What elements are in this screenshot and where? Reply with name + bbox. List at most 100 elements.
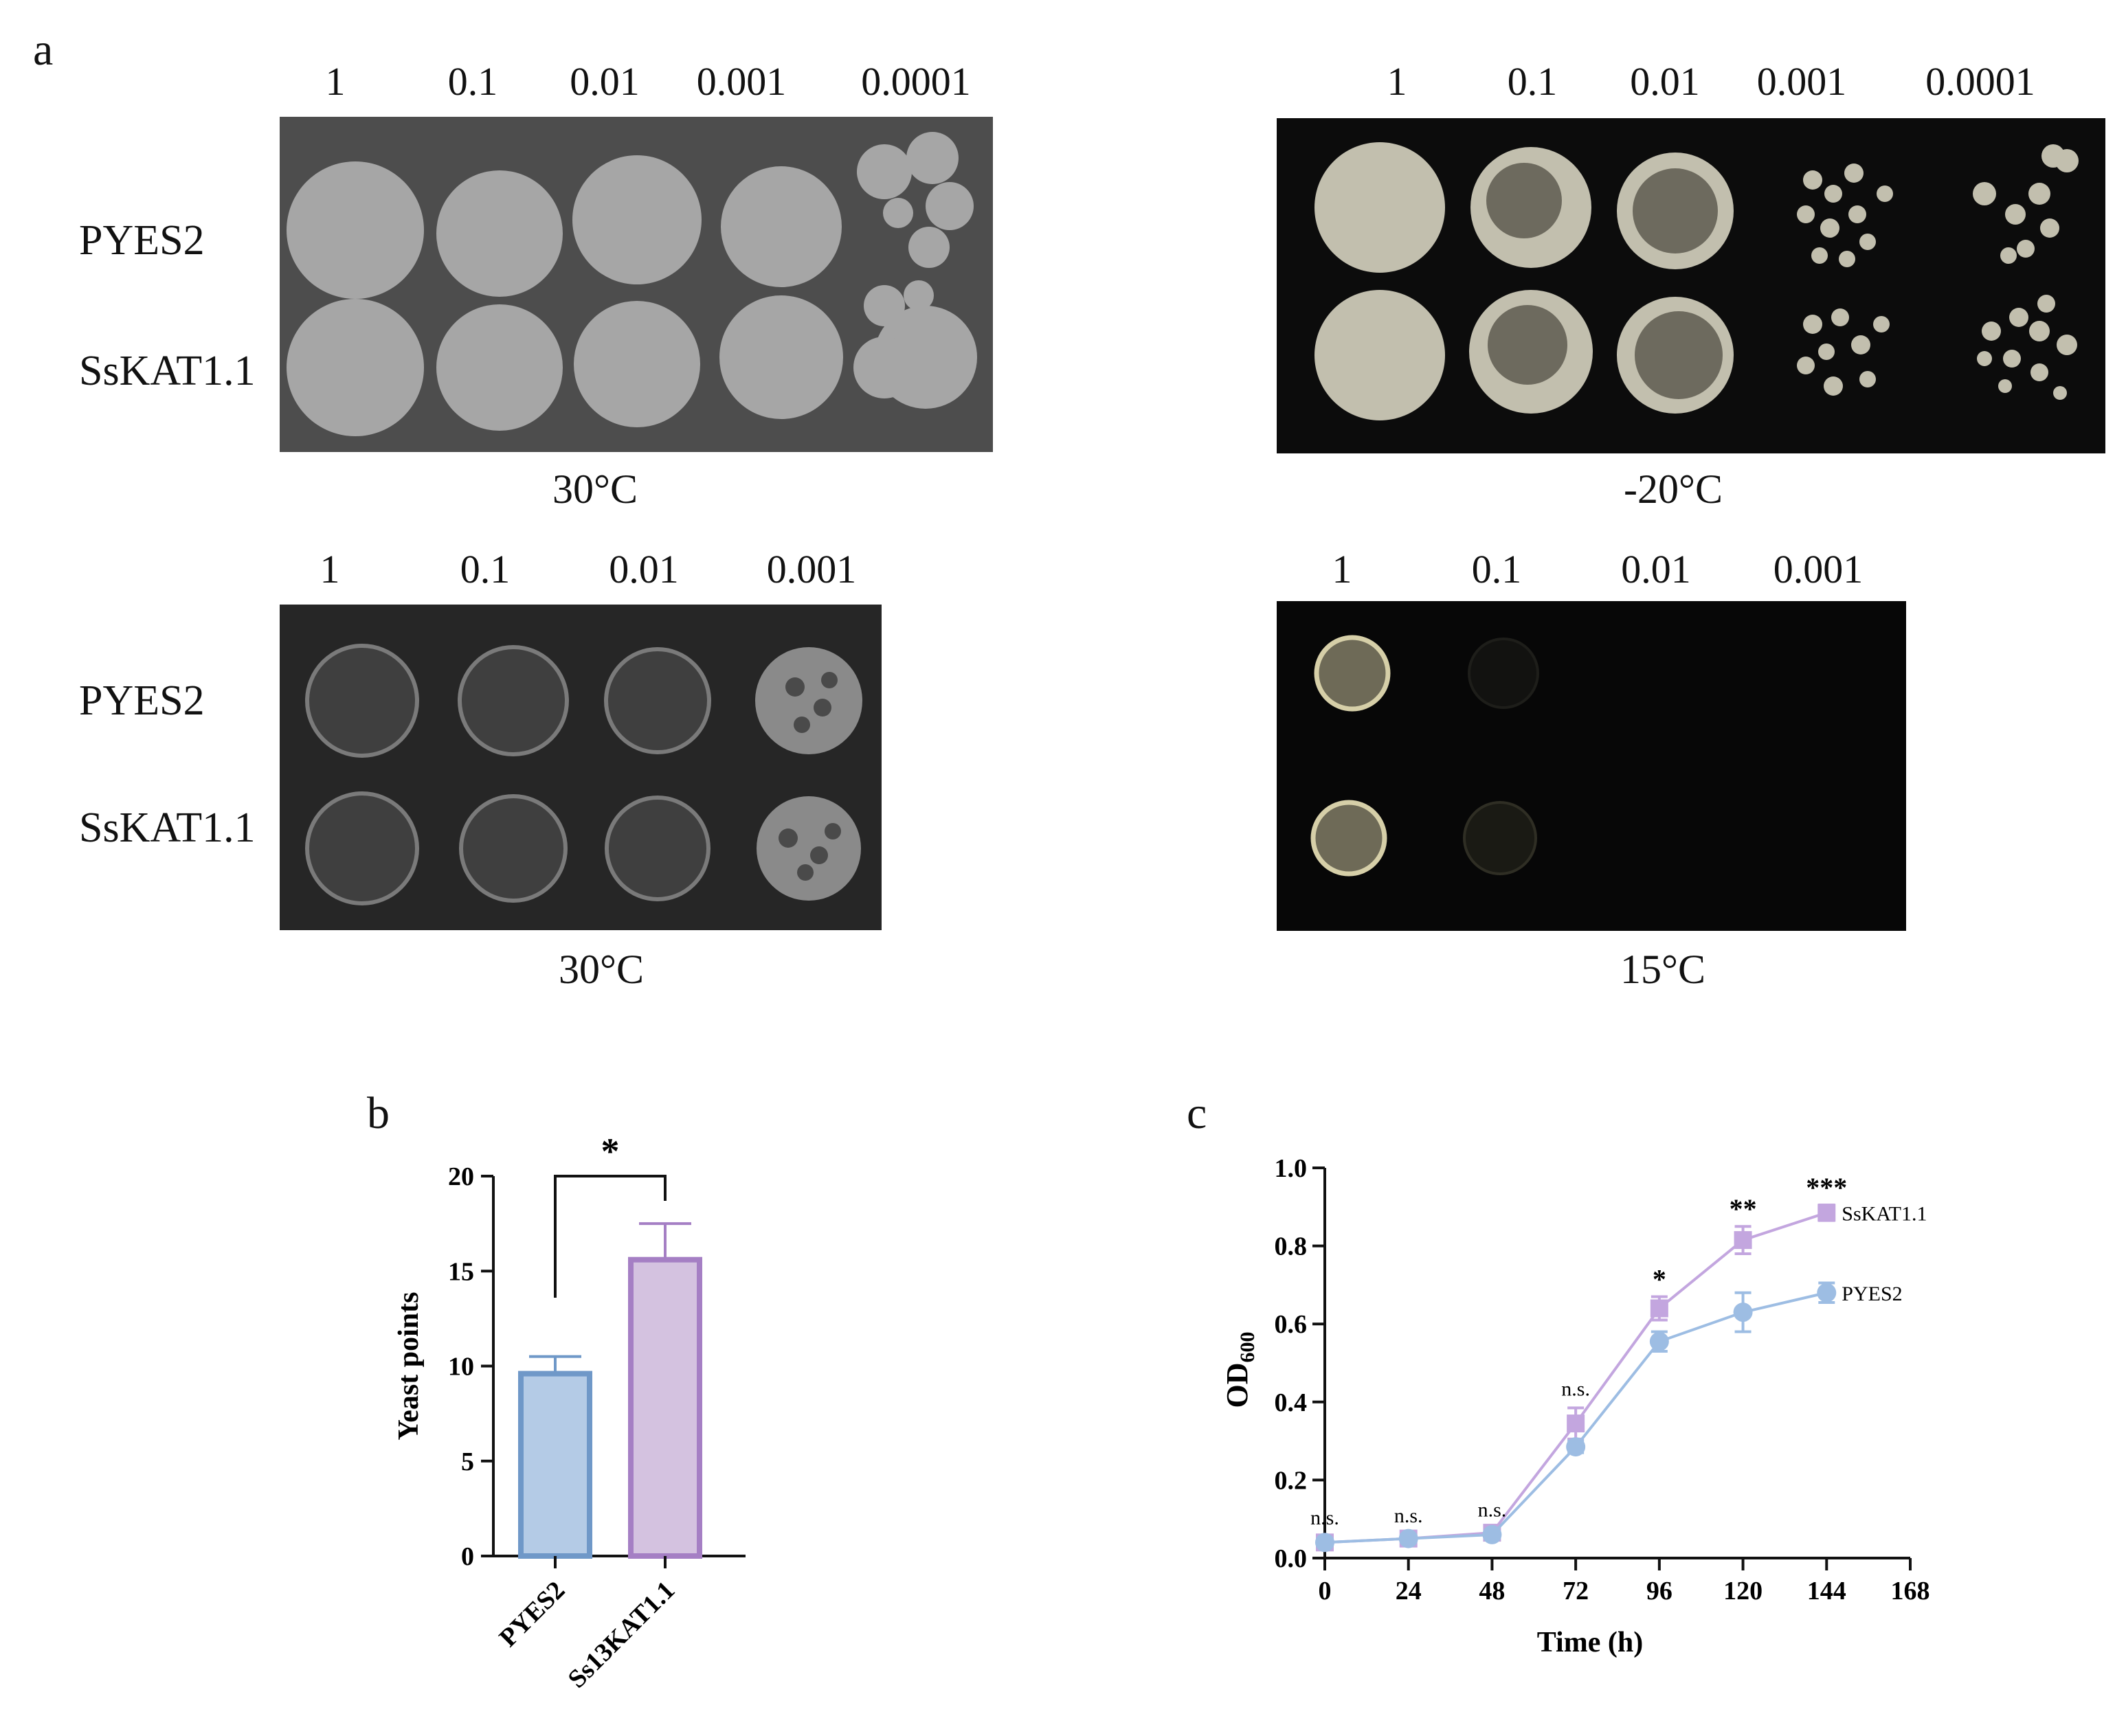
significance-annotation: * — [1653, 1263, 1666, 1294]
series-label: PYES2 — [1842, 1283, 1902, 1305]
colony-spot — [1998, 379, 2012, 393]
colony-spot — [904, 280, 934, 311]
yeast-plate-30c-top — [280, 117, 993, 452]
row-label-pyes2: PYES2 — [79, 217, 205, 264]
dilution-label: 1 — [1387, 59, 1407, 104]
colony-spot — [755, 647, 862, 754]
x-tick-label: 72 — [1563, 1577, 1589, 1605]
temperature-label: -20°C — [1624, 466, 1723, 512]
x-tick-label: 168 — [1891, 1577, 1930, 1605]
texture-spot — [1488, 305, 1567, 385]
yeast-plate-30c-bottom — [280, 605, 882, 930]
colony-spot — [572, 155, 702, 284]
significance-annotation: n.s. — [1561, 1377, 1590, 1400]
colony-spot — [1314, 290, 1445, 420]
colony-spot — [2055, 149, 2079, 172]
significance-annotation: n.s. — [1310, 1507, 1339, 1529]
colony-spot — [436, 304, 563, 431]
colony-spot — [1859, 234, 1876, 250]
texture-spot — [1486, 163, 1562, 238]
row-label-sskat: SsKAT1.1 — [79, 804, 256, 851]
plate-image — [280, 605, 882, 930]
colony-spot — [857, 144, 912, 199]
colony-spot — [883, 198, 913, 228]
temperature-label: 30°C — [558, 947, 644, 992]
texture-spot — [785, 677, 805, 697]
y-tick-label: 5 — [461, 1447, 474, 1476]
data-point-circle — [1733, 1303, 1753, 1322]
colony-spot — [1877, 185, 1893, 202]
dilution-label: 0.001 — [1773, 547, 1864, 591]
data-point-circle — [1482, 1524, 1502, 1544]
significance-annotation: n.s. — [1394, 1504, 1423, 1527]
x-axis-title: Time (h) — [1537, 1627, 1643, 1658]
plate-image — [1277, 601, 1906, 931]
y-tick-label: 20 — [448, 1162, 474, 1191]
colonies — [1310, 635, 1391, 877]
dilution-label: 0.01 — [1621, 547, 1691, 591]
faint-colonies — [1463, 801, 1537, 875]
colony-spot — [1797, 205, 1815, 223]
panel-c-label: c — [1187, 1088, 1207, 1138]
x-tick-label: 144 — [1807, 1577, 1846, 1605]
texture-spot — [810, 846, 828, 864]
texture-spot — [825, 823, 841, 839]
faint-colonies — [1468, 638, 1539, 709]
yeast-plate-minus20c — [1277, 118, 2105, 453]
data-point-circle — [1649, 1331, 1669, 1351]
colony-spot — [1859, 371, 1876, 387]
colony-spot — [1873, 316, 1890, 332]
colony-texture — [1486, 163, 1723, 399]
texture-spot — [1635, 311, 1723, 399]
temperature-label: 30°C — [552, 466, 638, 512]
colonies — [305, 644, 711, 905]
colony-spot — [574, 301, 700, 427]
panel-b-label: b — [367, 1088, 390, 1138]
dilution-label: 0.1 — [1471, 547, 1522, 591]
significance-bracket — [554, 1175, 667, 1298]
colony-spot — [305, 791, 419, 905]
colony-spot — [1803, 170, 1822, 190]
significance-annotation: *** — [1806, 1172, 1847, 1203]
y-tick-label: 0.4 — [1275, 1388, 1308, 1417]
colony-spot — [1977, 351, 1992, 366]
colony-spot — [287, 161, 424, 299]
colonies — [287, 132, 977, 436]
colony-spot — [1803, 315, 1822, 334]
colony-spot — [2003, 350, 2021, 368]
dilution-label: 0.001 — [696, 59, 787, 104]
data-point-circle — [1566, 1437, 1586, 1457]
x-tick-label: 48 — [1479, 1577, 1505, 1605]
significance-annotation: ** — [1730, 1193, 1757, 1224]
colony-spot — [1314, 142, 1445, 273]
dilution-label: 1 — [320, 547, 340, 591]
series-label: SsKAT1.1 — [1842, 1202, 1927, 1225]
colony-spot — [1820, 218, 1839, 238]
colony-spot — [721, 166, 842, 287]
dilution-label: 0.0001 — [1925, 59, 2035, 104]
data-point-square — [1650, 1299, 1668, 1318]
colony-spot — [287, 299, 424, 436]
colony-spot — [2017, 240, 2035, 258]
colony-spot — [1831, 308, 1849, 326]
y-axis-title-subscript: 600 — [1236, 1332, 1259, 1363]
colony-spot — [459, 794, 568, 903]
row-label-pyes2: PYES2 — [79, 677, 205, 724]
texture-spot — [814, 699, 831, 717]
dilution-label: 0.1 — [460, 547, 511, 591]
y-tick-label: 15 — [448, 1257, 474, 1286]
colony-spot — [1824, 185, 1842, 203]
colony-spot — [305, 644, 419, 758]
colony-spot — [1310, 800, 1387, 877]
y-tick-label: 0.8 — [1275, 1232, 1308, 1261]
y-tick-label: 0 — [461, 1542, 474, 1571]
colony-spot — [1463, 801, 1537, 875]
dilution-label: 1 — [325, 59, 346, 104]
small-colonies — [1797, 144, 2079, 400]
colony-spot — [2037, 295, 2055, 313]
colony-spot — [757, 796, 861, 901]
colony-spot — [2029, 321, 2050, 341]
texture-spot — [797, 864, 814, 881]
